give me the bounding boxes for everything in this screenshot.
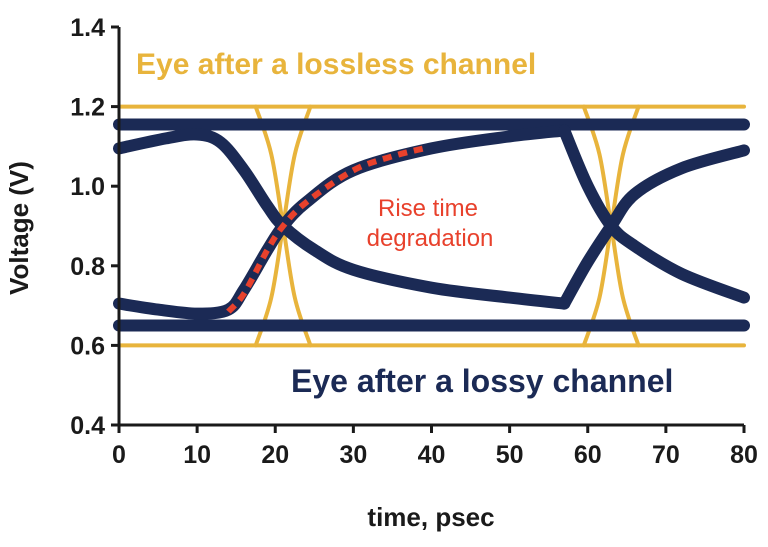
annotation-rise-line2: degradation xyxy=(367,225,494,252)
axes: 0 10 20 30 40 50 60 70 80 0.4 0.6 0.8 1.0 1.2 1.4 xyxy=(70,14,758,469)
y-tick-label-4: 1.2 xyxy=(70,94,105,122)
y-tick-label-2: 0.8 xyxy=(70,253,105,281)
annotation-rise-line1: Rise time xyxy=(378,195,478,222)
x-tick-label-0: 0 xyxy=(112,441,126,469)
y-tick-label-3: 1.0 xyxy=(70,173,105,201)
x-tick-label-7: 70 xyxy=(652,441,680,469)
x-tick-label-6: 60 xyxy=(574,441,602,469)
y-tick-label-5: 1.4 xyxy=(70,14,105,42)
x-tick-label-5: 50 xyxy=(496,441,524,469)
y-axis-title: Voltage (V) xyxy=(4,161,34,295)
x-axis-title: time, psec xyxy=(367,502,494,532)
lossy-trace-4 xyxy=(558,124,750,304)
y-tick-label-1: 0.6 xyxy=(70,332,105,360)
plot-lines xyxy=(113,104,750,348)
x-tick-label-2: 20 xyxy=(261,441,289,469)
x-tick-label-3: 30 xyxy=(339,441,367,469)
lossy-trace-2 xyxy=(113,128,571,310)
x-tick-label-1: 10 xyxy=(183,441,211,469)
lossy-trace-5 xyxy=(558,144,750,310)
x-tick-label-4: 40 xyxy=(418,441,446,469)
annotation-lossy: Eye after a lossy channel xyxy=(291,363,673,399)
annotation-lossless: Eye after a lossless channel xyxy=(136,48,536,81)
lossy-trace-3 xyxy=(113,124,571,320)
y-tick-label-0: 0.4 xyxy=(70,412,105,440)
rise-trace-0 xyxy=(226,145,425,314)
x-tick-label-8: 80 xyxy=(730,441,758,469)
